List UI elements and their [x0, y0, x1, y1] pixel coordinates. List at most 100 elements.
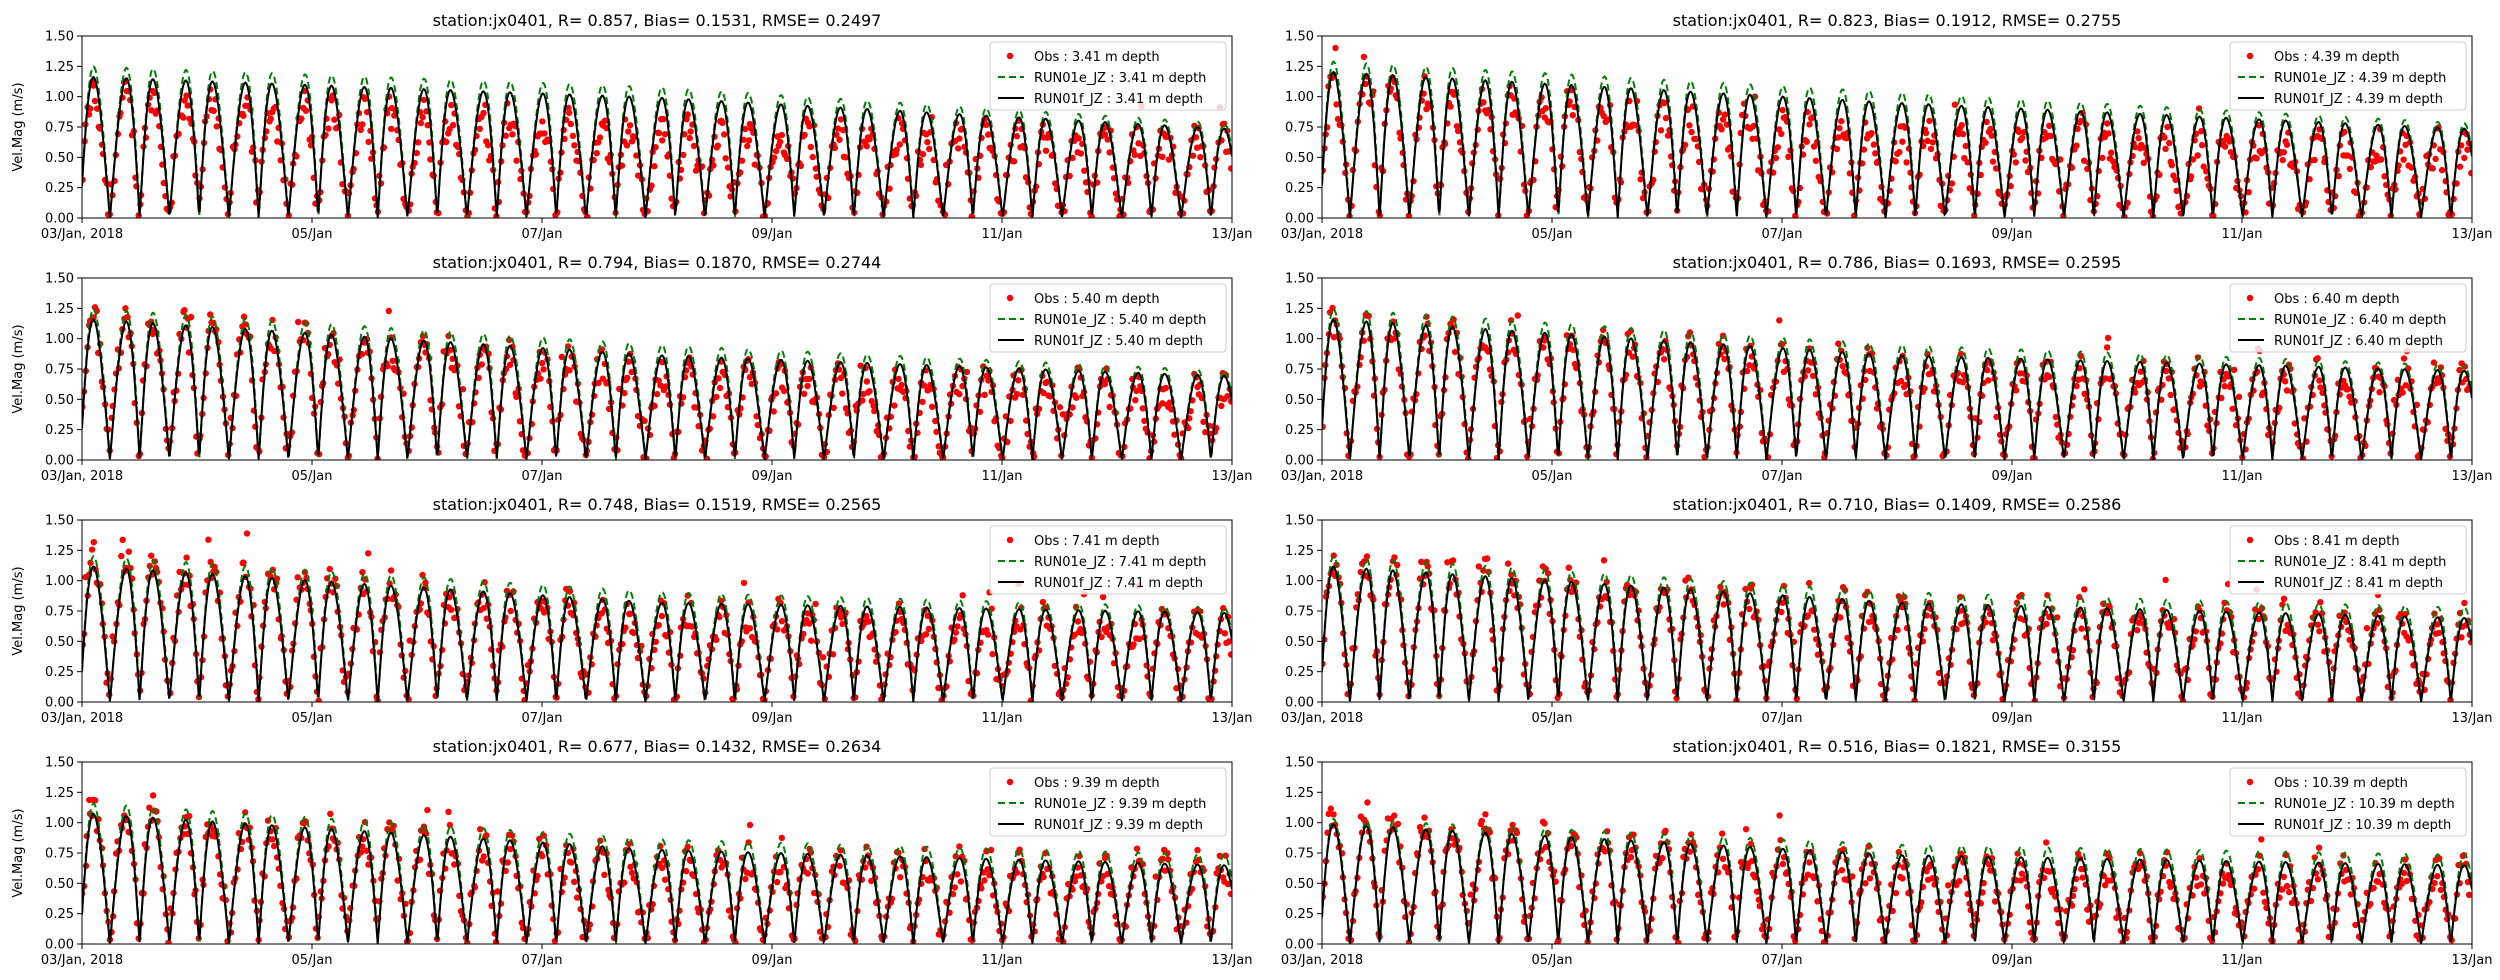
obs-point — [778, 618, 786, 625]
obs-point — [951, 636, 958, 643]
obs-point — [566, 109, 573, 117]
obs-point — [655, 621, 662, 629]
obs-point — [623, 142, 631, 149]
obs-point — [920, 382, 928, 389]
obs-point — [660, 115, 667, 123]
obs-point — [507, 607, 514, 615]
obs-point — [812, 600, 819, 608]
obs-point — [641, 417, 648, 425]
obs-point — [358, 350, 366, 358]
obs-point — [1540, 344, 1547, 351]
obs-point — [1360, 53, 1368, 61]
obs-point — [558, 353, 565, 361]
legend-box — [989, 525, 1227, 595]
obs-point — [1778, 608, 1785, 616]
obs-point — [783, 155, 791, 163]
legend-marker-obs — [1006, 536, 1014, 544]
obs-point — [1159, 153, 1166, 160]
obs-point — [628, 869, 636, 877]
legend-box — [2229, 41, 2467, 111]
obs-point — [420, 96, 428, 104]
obs-point — [651, 163, 658, 170]
obs-point — [1405, 212, 1413, 218]
obs-point — [1809, 372, 1817, 380]
legend-entry: Obs : 3.41 m depth — [1034, 50, 1160, 65]
obs-point — [956, 390, 963, 398]
obs-point — [2140, 159, 2147, 166]
legend-entry: RUN01f_JZ : 5.40 m depth — [1034, 334, 1203, 349]
obs-point — [1013, 133, 1020, 140]
plot-area — [1322, 552, 2472, 702]
obs-point — [893, 146, 900, 153]
obs-point — [687, 128, 694, 135]
obs-point — [2078, 625, 2085, 632]
obs-point — [1719, 116, 1727, 123]
obs-point — [896, 141, 903, 148]
obs-point — [1664, 132, 1672, 139]
y-tick-label: 1.50 — [1285, 514, 1314, 529]
x-tick-label: 09/Jan — [1992, 227, 2033, 242]
obs-point — [269, 836, 276, 843]
obs-point — [831, 144, 838, 152]
obs-point — [90, 82, 97, 89]
obs-point — [738, 157, 746, 164]
obs-point — [1629, 353, 1637, 360]
x-tick-label: 03/Jan, 2018 — [41, 711, 123, 726]
obs-point — [1044, 378, 1051, 386]
legend-entry: RUN01f_JZ : 6.40 m depth — [2274, 334, 2443, 349]
obs-point — [658, 612, 666, 620]
obs-point — [91, 97, 99, 105]
x-tick-label: 05/Jan — [1532, 227, 1573, 242]
obs-point — [713, 393, 720, 401]
y-tick-label: 0.50 — [45, 877, 74, 892]
obs-point — [625, 128, 632, 135]
axes-frame — [1321, 35, 2473, 219]
obs-point — [388, 125, 395, 133]
obs-point — [1927, 145, 1935, 153]
obs-point — [2073, 382, 2080, 390]
obs-point — [2432, 155, 2439, 163]
y-tick-label: 1.50 — [45, 756, 74, 771]
obs-point — [1657, 127, 1665, 134]
obs-point — [622, 624, 629, 631]
obs-point — [1833, 145, 1841, 153]
obs-point — [1165, 156, 1173, 163]
subplot-4: station:jx0401, R= 0.786, Bias= 0.1693, … — [1281, 253, 2493, 484]
obs-point — [1101, 380, 1109, 388]
obs-point — [989, 650, 996, 658]
obs-point — [2166, 139, 2173, 147]
obs-point — [1988, 132, 1995, 139]
obs-point — [1570, 346, 1577, 353]
obs-point — [539, 359, 546, 367]
legend-entry: RUN01e_JZ : 4.39 m depth — [2274, 71, 2446, 86]
obs-point — [90, 314, 97, 321]
obs-point — [1897, 377, 1905, 385]
obs-point — [1776, 317, 1783, 324]
x-tick-label: 13/Jan — [1212, 469, 1253, 484]
subplot-3: station:jx0401, R= 0.794, Bias= 0.1870, … — [11, 253, 1252, 484]
x-tick-label: 09/Jan — [752, 953, 793, 968]
obs-point — [148, 552, 155, 559]
obs-point — [1744, 367, 1751, 375]
obs-point — [1836, 125, 1843, 132]
obs-point — [1958, 122, 1965, 129]
obs-point — [1075, 135, 1082, 142]
obs-point — [294, 574, 301, 581]
y-tick-label: 1.25 — [1285, 60, 1314, 75]
obs-point — [90, 539, 98, 546]
obs-point — [480, 604, 487, 612]
obs-point — [1692, 135, 1700, 143]
obs-point — [2134, 128, 2141, 135]
x-tick-label: 05/Jan — [292, 227, 333, 242]
y-tick-label: 0.00 — [45, 696, 74, 711]
legend-entry: RUN01e_JZ : 8.41 m depth — [2274, 555, 2446, 570]
obs-point — [839, 620, 846, 628]
obs-point — [446, 821, 454, 829]
obs-point — [1746, 605, 1753, 613]
obs-point — [713, 636, 720, 643]
obs-point — [774, 626, 781, 633]
obs-point — [2464, 146, 2471, 153]
obs-point — [593, 150, 600, 157]
obs-point — [870, 402, 877, 410]
